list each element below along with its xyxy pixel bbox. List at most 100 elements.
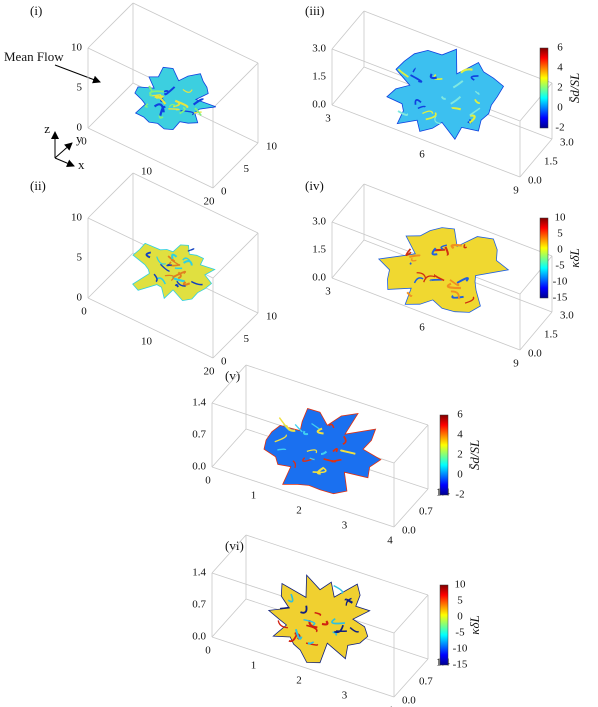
x-tick-label: 20 bbox=[204, 366, 216, 378]
flame-wrinkle bbox=[405, 248, 412, 257]
colorbar-label: S̄d/SL bbox=[467, 440, 482, 470]
box-edge bbox=[211, 534, 247, 574]
flame-wrinkle bbox=[316, 427, 324, 435]
box-edge bbox=[132, 172, 259, 234]
flame-wrinkle bbox=[170, 259, 181, 266]
flame-wrinkle bbox=[309, 457, 315, 461]
colorbar bbox=[439, 584, 449, 666]
x-tick-label: 10 bbox=[141, 166, 153, 178]
flame-wrinkle bbox=[332, 447, 338, 453]
flame-wrinkle bbox=[177, 271, 182, 280]
colorbar-tick-label: -5 bbox=[555, 260, 565, 272]
y-tick-label: 0.7 bbox=[419, 506, 433, 518]
colorbar bbox=[539, 47, 549, 129]
z-tick-label: 1.4 bbox=[192, 567, 206, 579]
flame-wrinkle bbox=[328, 423, 335, 429]
flame-wrinkle bbox=[182, 88, 193, 93]
box-edge bbox=[519, 138, 553, 178]
box-edge bbox=[211, 364, 247, 404]
flame-wrinkle bbox=[349, 627, 360, 633]
flame-wrinkle bbox=[474, 99, 480, 105]
flame-wrinkle bbox=[464, 296, 475, 304]
flame-wrinkle bbox=[148, 85, 153, 93]
flame-wrinkle bbox=[468, 114, 476, 124]
flame-wrinkle bbox=[423, 275, 436, 283]
y-tick-label: 1.5 bbox=[544, 156, 558, 168]
panel: (vi)0.00.71.4012340.00.71.41050-5-10-15κ… bbox=[192, 534, 482, 707]
flame-wrinkle bbox=[446, 282, 461, 290]
x-tick-label: 4 bbox=[387, 535, 393, 547]
z-tick-label: 0 bbox=[77, 122, 83, 134]
flame-wrinkle bbox=[449, 279, 460, 287]
box-edge bbox=[87, 252, 134, 299]
colorbar-tick-label: -10 bbox=[553, 276, 568, 288]
flame-wrinkle bbox=[179, 106, 186, 115]
panel-label: (ii) bbox=[30, 178, 46, 193]
flame-wrinkle bbox=[171, 253, 178, 260]
z-tick-label: 1.5 bbox=[312, 244, 326, 256]
panel-label: (iv) bbox=[305, 178, 324, 193]
box-edge bbox=[363, 183, 553, 257]
flame-wrinkle bbox=[344, 598, 353, 604]
panel: (ii) 0 5 10 0 10 20 0 5 10 bbox=[30, 172, 278, 378]
flame-wrinkle bbox=[312, 467, 327, 474]
colorbar-label: κδL bbox=[467, 615, 482, 635]
flame-wrinkle bbox=[174, 283, 179, 288]
colorbar-tick-label: 6 bbox=[557, 42, 563, 54]
flame-wrinkle bbox=[450, 96, 462, 105]
flame-wrinkle bbox=[294, 629, 303, 640]
flame-wrinkle bbox=[431, 247, 438, 256]
flame-wrinkle bbox=[311, 423, 320, 430]
flame-wrinkle bbox=[410, 74, 423, 83]
colorbar-tick-label: 4 bbox=[457, 429, 463, 441]
flame-wrinkle bbox=[422, 110, 434, 115]
flame-wrinkle bbox=[333, 585, 344, 595]
x-tick-label: 2 bbox=[296, 505, 302, 517]
flame-wrinkle bbox=[176, 280, 186, 287]
box-edge bbox=[331, 66, 365, 106]
z-tick-label: 0.0 bbox=[312, 272, 326, 284]
x-tick-label: 0 bbox=[205, 645, 211, 657]
z-tick-label: 5 bbox=[77, 82, 83, 94]
x-tick-label: 20 bbox=[204, 196, 216, 208]
box-edge bbox=[211, 598, 247, 638]
flame-wrinkle bbox=[156, 94, 164, 99]
y-tick-label: 0.0 bbox=[402, 695, 416, 707]
flame-wrinkle bbox=[469, 107, 481, 116]
flame-wrinkle bbox=[450, 290, 460, 300]
z-tick-label: 0 bbox=[77, 292, 83, 304]
flame-wrinkle bbox=[160, 263, 170, 272]
flame-wrinkle bbox=[166, 263, 172, 267]
flame-wrinkle bbox=[429, 73, 437, 80]
y-tick-label: 10 bbox=[266, 311, 278, 323]
x-tick-label: 0 bbox=[81, 306, 87, 318]
colorbar-tick-label: 2 bbox=[557, 82, 563, 94]
flame-wrinkle bbox=[411, 257, 417, 262]
flame-wrinkle bbox=[153, 273, 158, 283]
flame-wrinkle bbox=[153, 103, 165, 113]
colorbar-tick-label: -2 bbox=[555, 122, 564, 134]
box-edge bbox=[212, 142, 259, 189]
flame-wrinkle bbox=[416, 272, 427, 280]
flame-wrinkle bbox=[149, 90, 164, 97]
flame-wrinkle bbox=[145, 251, 152, 259]
flame-wrinkle bbox=[433, 274, 445, 282]
box-edge bbox=[331, 277, 521, 351]
z-tick-label: 0.0 bbox=[192, 631, 206, 643]
flame-wrinkle bbox=[444, 246, 449, 256]
x-tick-label: 6 bbox=[419, 149, 425, 161]
box-edge bbox=[87, 2, 134, 49]
x-tick-label: 10 bbox=[141, 336, 153, 348]
flame-wrinkle bbox=[460, 68, 473, 74]
panel: (i) 0 5 10 0 10 20 0 5 10 bbox=[30, 2, 278, 208]
flame-wrinkle bbox=[168, 103, 177, 108]
flame-wrinkle bbox=[192, 98, 205, 106]
axis-y: y bbox=[76, 131, 83, 146]
z-tick-label: 1.5 bbox=[312, 71, 326, 83]
flame-wrinkle bbox=[397, 68, 409, 78]
axis-triad bbox=[51, 131, 75, 167]
flame-surface bbox=[267, 574, 371, 664]
y-tick-label: 0 bbox=[221, 356, 227, 368]
flame-wrinkle bbox=[452, 80, 464, 89]
x-tick-label: 9 bbox=[513, 185, 519, 197]
